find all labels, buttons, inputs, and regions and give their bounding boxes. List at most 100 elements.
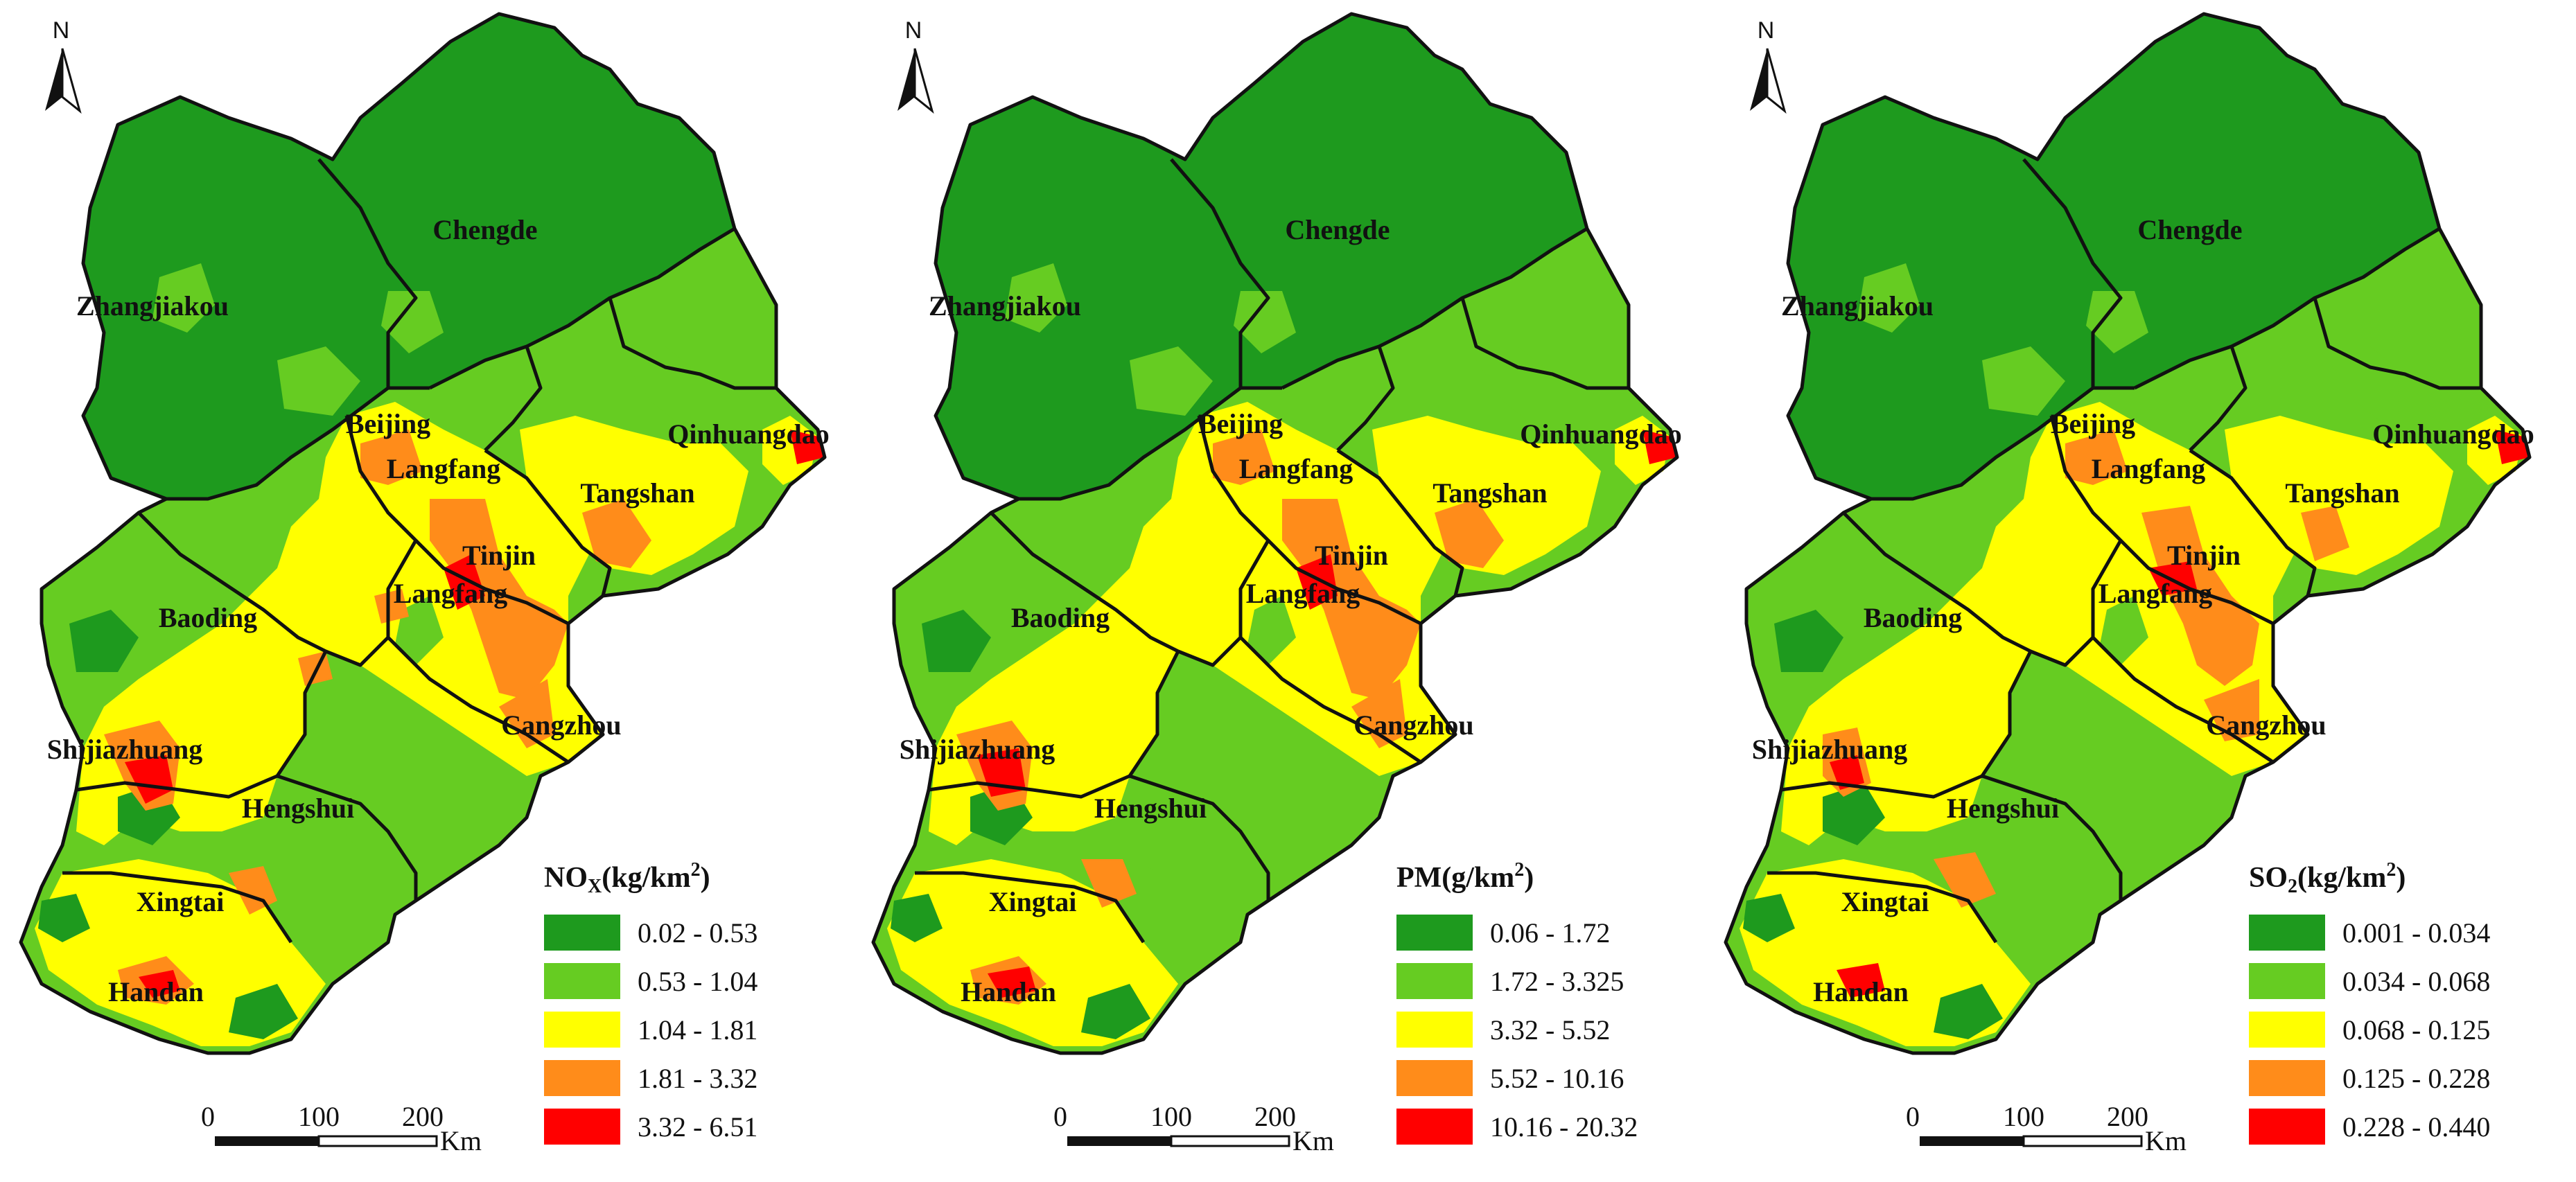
city-label: Baoding [1011,602,1110,633]
legend-swatch [1396,963,1473,999]
city-label: Xingtai [989,886,1077,917]
scale-tick-100: 100 [298,1101,340,1132]
city-label: Langfang [387,453,501,484]
city-label: Cangzhou [2206,709,2326,741]
legend-class-label: 0.02 - 0.53 [638,917,757,949]
city-label: Zhangjiakou [1781,290,1934,321]
scale-tick-0: 0 [201,1101,215,1132]
city-label: Shijiazhuang [47,734,203,765]
scale-tick-100: 100 [2003,1101,2044,1132]
north-arrow-icon: N [897,17,934,114]
legend-class-label: 3.32 - 6.51 [638,1111,757,1143]
city-label: Chengde [2137,214,2242,245]
city-label: Cangzhou [501,709,621,741]
city-label: Baoding [1864,602,1962,633]
legend-swatch [2249,963,2325,999]
north-arrow-icon: N [45,17,82,114]
legend-swatch [1396,915,1473,951]
city-label: Tangshan [580,477,694,509]
legend-swatch [2249,1060,2325,1096]
legend: PM(g/km2) 0.06 - 1.72 1.72 - 3.325 3.32 - 5… [1396,859,1638,1145]
city-label: Handan [1813,976,1909,1007]
legend-class-label: 0.53 - 1.04 [638,966,757,997]
scale-tick-200: 200 [402,1101,444,1132]
city-label: Hengshui [242,793,354,824]
city-label: Qinhuangdao [667,418,829,450]
legend: NOX(kg/km2) 0.02 - 0.53 0.53 - 1.04 1.04 - … [544,859,757,1145]
legend-class-label: 0.06 - 1.72 [1490,917,1610,949]
city-label: Xingtai [1841,886,1929,917]
scale-unit: Km [440,1125,482,1156]
scale-tick-0: 0 [1053,1101,1067,1132]
legend-title: SO2(kg/km2) [2249,859,2406,897]
city-label: Tangshan [2285,477,2399,509]
scale-tick-200: 200 [2107,1101,2148,1132]
hotspots-so2 [1823,430,2530,998]
legend-class-label: 1.81 - 3.32 [638,1063,757,1094]
city-label: Hengshui [1094,793,1207,824]
scale-tick-100: 100 [1150,1101,1192,1132]
city-label: Langfang [2092,453,2206,484]
legend-swatch [544,963,620,999]
legend-swatch [2249,915,2325,951]
city-label: Tinjin [1315,540,1388,571]
north-label: N [53,17,70,44]
north-label: N [905,17,922,44]
legend-swatch [544,1060,620,1096]
panel-overlay-1: Chengde Zhangjiakou Beijing Qinhuangdao Lang… [45,17,830,1156]
city-label: Xingtai [137,886,225,917]
city-label: Shijiazhuang [1752,734,1908,765]
legend-class-label: 0.001 - 0.034 [2342,917,2490,949]
city-label: Qinhuangdao [1520,418,1681,450]
hotspots-nox [104,430,825,1005]
map-panel-nox [21,14,825,1053]
legend-class-label: 3.32 - 5.52 [1490,1014,1610,1046]
legend-class-label: 1.04 - 1.81 [638,1014,757,1046]
city-label: Zhangjiakou [76,290,229,321]
legend-class-label: 10.16 - 20.32 [1490,1111,1638,1143]
scale-unit: Km [2145,1125,2187,1156]
city-label: Cangzhou [1353,709,1473,741]
city-label: Handan [108,976,204,1007]
city-label: Baoding [159,602,257,633]
scale-tick-200: 200 [1254,1101,1296,1132]
city-label: Langfang [1239,453,1353,484]
scale-tick-0: 0 [1906,1101,1920,1132]
city-label: Beijing [346,408,430,439]
legend-swatch [2249,1109,2325,1145]
legend-swatch [1396,1109,1473,1145]
city-label: Beijing [1198,408,1283,439]
legend-class-label: 0.125 - 0.228 [2342,1063,2490,1094]
legend: SO2(kg/km2) 0.001 - 0.034 0.034 - 0.068 0.0… [2249,859,2490,1145]
city-label: Shijiazhuang [900,734,1055,765]
north-label: N [1758,17,1775,44]
city-label: Chengde [1285,214,1390,245]
north-arrow-icon: N [1750,17,1787,114]
city-label: Chengde [432,214,537,245]
legend-swatch [544,1012,620,1048]
panel-overlay-2: Chengde Zhangjiakou Beijing Qinhuangdao Lang… [897,17,1682,1156]
panel-overlay-3: Chengde Zhangjiakou Beijing Qinhuangdao Lang… [1750,17,2534,1156]
legend-swatch [1396,1060,1473,1096]
legend-swatch [1396,1012,1473,1048]
scale-unit: Km [1293,1125,1334,1156]
map-panel-pm [873,14,1677,1053]
city-label: Beijing [2051,408,2135,439]
legend-swatch [544,915,620,951]
city-label: Langfang [394,578,508,609]
city-label: Tinjin [2167,540,2241,571]
city-label: Tinjin [462,540,536,571]
legend-swatch [544,1109,620,1145]
city-label: Langfang [1246,578,1360,609]
city-label: Hengshui [1947,793,2059,824]
city-label: Tangshan [1432,477,1547,509]
legend-class-label: 5.52 - 10.16 [1490,1063,1624,1094]
legend-title: PM(g/km2) [1396,859,1534,894]
legend-title: NOX(kg/km2) [544,859,710,897]
city-label: Qinhuangdao [2372,418,2534,450]
legend-class-label: 0.034 - 0.068 [2342,966,2490,997]
legend-class-label: 0.068 - 0.125 [2342,1014,2490,1046]
